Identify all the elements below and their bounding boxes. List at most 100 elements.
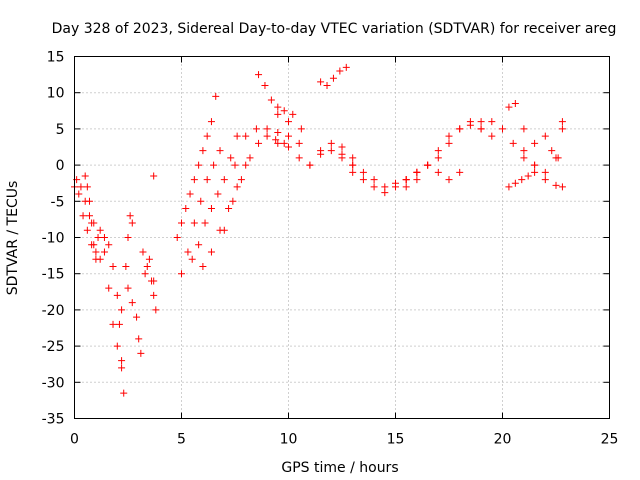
series-rebound-2	[124, 284, 145, 357]
data-point	[178, 270, 185, 278]
y-tick-label: 5	[56, 122, 65, 138]
grid-layer	[74, 56, 610, 419]
series-tail-22h	[531, 118, 566, 162]
data-point	[323, 81, 331, 89]
ticks-layer: 0 5 10 15 20 25 15 10 5 0 -5 -10 -15 -20 -25 -30 -35	[42, 50, 619, 448]
data-point	[137, 349, 145, 357]
series-rise-5h-3	[188, 132, 241, 263]
data-point	[359, 168, 367, 176]
data-point	[558, 118, 566, 126]
data-point	[128, 219, 136, 227]
data-point	[456, 168, 464, 176]
data-point	[327, 147, 335, 155]
data-point	[143, 262, 151, 270]
data-point	[178, 219, 185, 227]
data-point	[85, 197, 93, 205]
data-point	[88, 219, 96, 227]
data-point	[445, 176, 453, 184]
data-point	[558, 125, 566, 133]
data-point	[118, 306, 126, 314]
data-point	[434, 154, 442, 162]
series-rise-5h-1	[173, 92, 220, 241]
data-point	[488, 132, 496, 140]
data-point	[126, 212, 134, 220]
data-point	[297, 125, 305, 133]
chart-title: Day 328 of 2023, Sidereal Day-to-day VTE…	[52, 21, 617, 37]
data-point	[109, 262, 117, 270]
data-point	[233, 183, 241, 191]
series-spike-12h	[317, 63, 350, 89]
data-point	[349, 154, 357, 162]
data-point	[128, 299, 136, 307]
series-rise-16h-2	[413, 121, 496, 176]
data-point	[207, 248, 215, 256]
data-point	[359, 176, 367, 184]
data-point	[77, 183, 85, 191]
data-point	[124, 234, 132, 241]
data-point	[552, 181, 560, 189]
data-point	[274, 103, 282, 111]
data-point	[336, 67, 344, 75]
series-wave-17h	[402, 161, 464, 191]
data-point	[190, 176, 198, 184]
data-point	[152, 306, 160, 314]
y-tick-label: -15	[42, 267, 65, 283]
data-point	[246, 154, 254, 162]
series-early-cluster-3	[81, 172, 100, 263]
data-point	[203, 132, 211, 140]
data-point	[548, 147, 556, 155]
data-point	[342, 63, 350, 71]
data-point	[541, 132, 549, 140]
data-point	[150, 277, 158, 285]
y-tick-label: -20	[42, 303, 65, 319]
points-layer	[71, 63, 566, 397]
series-tail-21h-2	[520, 125, 566, 176]
data-point	[392, 179, 399, 187]
data-point	[267, 96, 275, 104]
data-point	[285, 118, 292, 126]
data-point	[445, 139, 453, 147]
data-point	[520, 125, 528, 133]
data-point	[402, 183, 410, 191]
data-point	[100, 248, 108, 256]
data-point	[150, 291, 158, 299]
data-point	[113, 291, 121, 299]
data-point	[188, 255, 196, 263]
data-point	[274, 129, 282, 137]
series-peak-9h	[255, 71, 305, 133]
data-point	[199, 262, 207, 270]
plot-frame	[74, 56, 610, 419]
data-point	[212, 92, 220, 100]
x-tick-label: 20	[494, 432, 512, 448]
data-point	[338, 143, 346, 151]
data-point	[124, 284, 132, 292]
data-point	[118, 357, 126, 365]
data-point	[113, 342, 121, 350]
data-point	[201, 219, 209, 227]
data-point	[511, 100, 519, 108]
data-point	[434, 147, 442, 155]
data-point	[285, 143, 292, 151]
data-point	[207, 205, 215, 213]
data-point	[370, 183, 378, 191]
data-point	[197, 197, 205, 205]
data-point	[263, 125, 271, 133]
data-point	[96, 226, 104, 234]
y-tick-label: 10	[47, 86, 65, 102]
data-point	[207, 118, 215, 126]
data-point	[518, 176, 526, 184]
data-point	[75, 190, 83, 198]
x-tick-label: 15	[387, 432, 405, 448]
data-point	[445, 132, 453, 140]
data-point	[524, 172, 532, 180]
data-point	[184, 248, 192, 256]
data-point	[477, 118, 485, 126]
series-arc-10h-2	[274, 139, 357, 169]
series-isolated	[150, 172, 158, 180]
data-point	[122, 262, 130, 270]
data-point	[220, 176, 228, 184]
data-point	[381, 183, 389, 191]
data-point	[531, 161, 539, 169]
data-point	[280, 139, 288, 147]
